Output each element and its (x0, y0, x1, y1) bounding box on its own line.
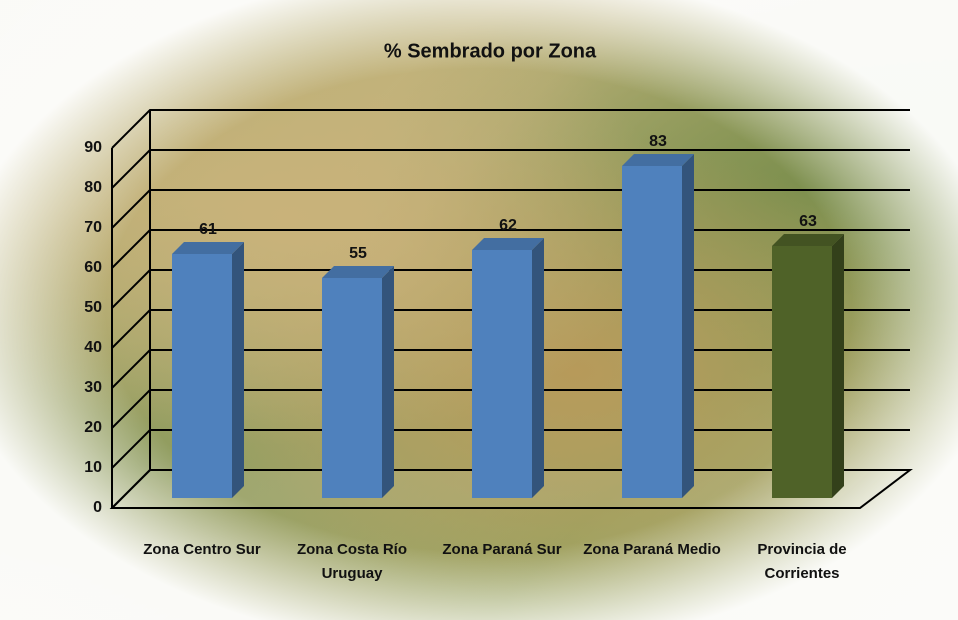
bar (322, 278, 382, 498)
y-tick-label: 30 (84, 379, 102, 396)
y-tick-label: 40 (84, 339, 102, 356)
bar-top (322, 266, 394, 278)
bar (772, 246, 832, 498)
page: {"chart_data": {"type": "bar3d", "title"… (0, 0, 958, 620)
bar-side (382, 266, 394, 498)
bar-side (682, 154, 694, 498)
x-tick-label: Provincia de Corrientes (732, 538, 872, 586)
bar (472, 250, 532, 498)
y-tick-label: 50 (84, 299, 102, 316)
y-tick-label: 80 (84, 179, 102, 196)
chart-title: % Sembrado por Zona (384, 40, 597, 62)
data-label: 63 (799, 213, 817, 230)
bar-top (472, 238, 544, 250)
chart: % Sembrado por Zona 0 10 20 30 40 50 60 70 80 90 6… (0, 0, 958, 620)
x-tick-label: Zona Centro Sur (132, 538, 272, 562)
bar-top (172, 242, 244, 254)
x-tick-label: Zona Costa Río Uruguay (282, 538, 422, 586)
grid-line (112, 150, 910, 188)
bar (622, 166, 682, 498)
y-tick-label: 60 (84, 259, 102, 276)
bar (172, 254, 232, 498)
y-tick-label: 0 (93, 499, 102, 516)
x-tick-label: Zona Paraná Sur (432, 538, 572, 562)
data-label: 55 (349, 245, 367, 262)
y-tick-label: 90 (84, 139, 102, 156)
bar-top (622, 154, 694, 166)
grid-line (112, 110, 910, 148)
x-tick-label: Zona Paraná Medio (582, 538, 722, 562)
bar-side (832, 234, 844, 498)
y-tick-label: 70 (84, 219, 102, 236)
data-label: 83 (649, 133, 667, 150)
y-tick-label: 10 (84, 459, 102, 476)
y-tick-label: 20 (84, 419, 102, 436)
bar-side (532, 238, 544, 498)
bar-top (772, 234, 844, 246)
data-label: 61 (199, 221, 217, 238)
bar-side (232, 242, 244, 498)
data-label: 62 (499, 217, 517, 234)
